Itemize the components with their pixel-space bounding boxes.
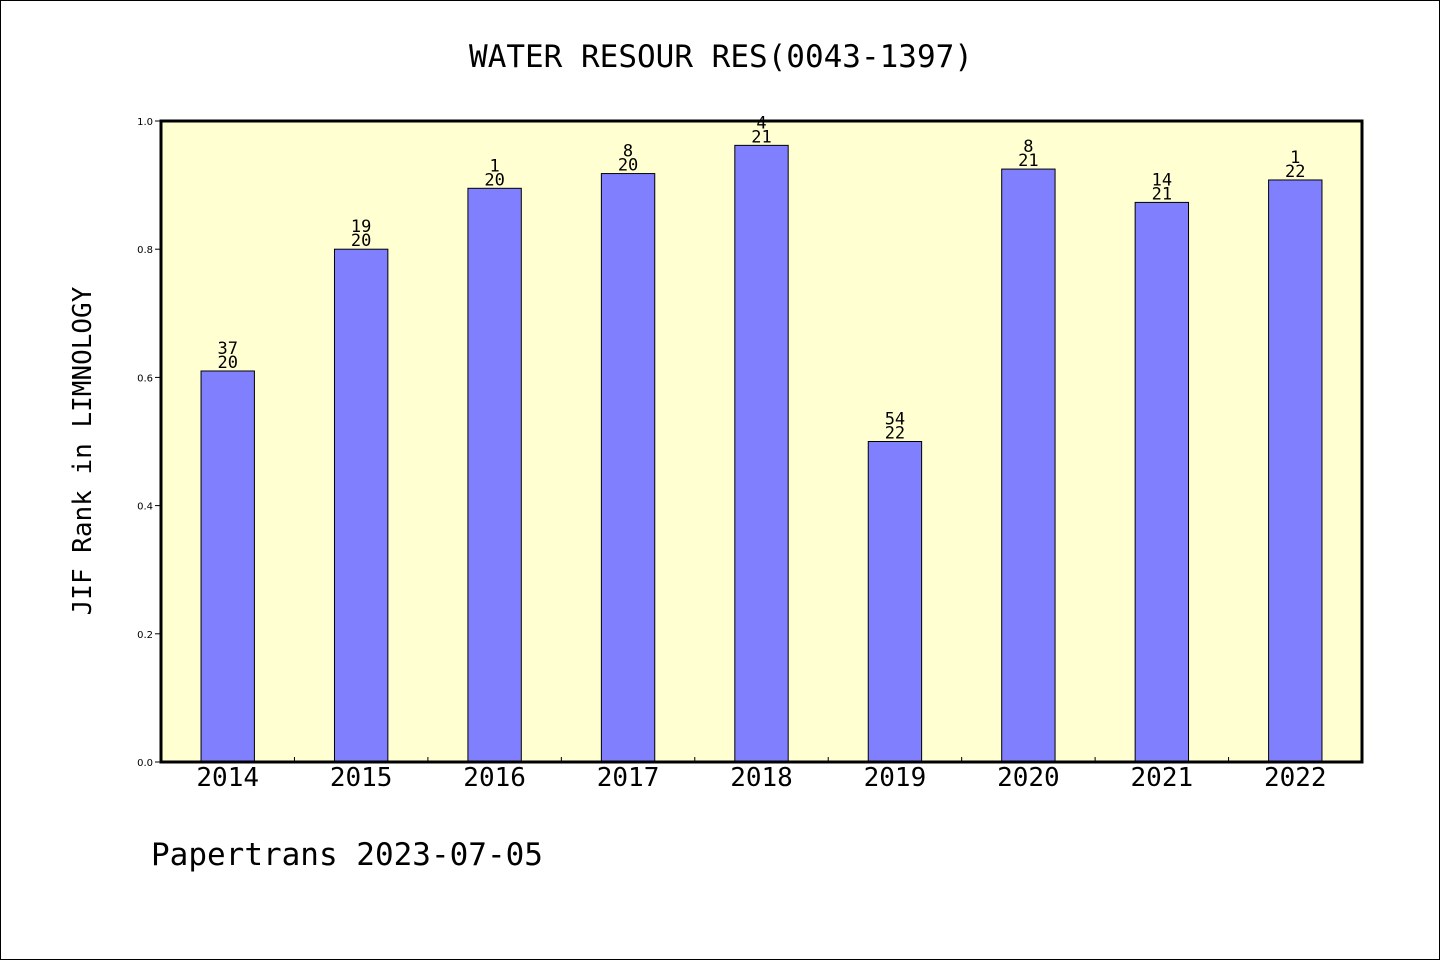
x-tick-label: 2022 (1264, 763, 1327, 793)
bar-label-top: 54 (885, 410, 905, 430)
bar-label-top: 1 (489, 156, 499, 176)
bar-label-bottom: 21 (1152, 184, 1172, 204)
bar-label-bottom: 20 (217, 353, 237, 373)
bar-label-bottom: 20 (351, 231, 371, 251)
bar (333, 248, 389, 763)
bar (867, 441, 923, 763)
x-tick-label: 2015 (330, 763, 393, 793)
bar (1134, 201, 1190, 763)
plot-frame (159, 119, 1364, 764)
y-tick-label: 0.4 (137, 502, 153, 513)
y-axis-label: JIF Rank in LIMNOLOGY (68, 286, 98, 615)
bar (467, 187, 522, 763)
bar-label-top: 8 (623, 142, 633, 162)
bar-label-bottom: 21 (1018, 151, 1038, 171)
bar-label-top: 37 (217, 339, 237, 359)
x-tick-label: 2020 (997, 763, 1060, 793)
bar (1001, 168, 1056, 763)
y-tick-label: 0.0 (137, 758, 153, 769)
x-tick-label: 2021 (1131, 763, 1194, 793)
x-tick-label: 2014 (196, 763, 259, 793)
footer-text: Papertrans 2023-07-05 (151, 837, 543, 873)
x-tick-label: 2019 (864, 763, 927, 793)
bar-label-top: 8 (1023, 137, 1033, 157)
bar-label-top: 14 (1152, 170, 1172, 190)
bar-label-top: 1 (1290, 148, 1300, 168)
x-tick-label: 2016 (463, 763, 526, 793)
bar (1268, 179, 1323, 763)
bar (200, 370, 255, 763)
y-tick-label: 0.2 (137, 630, 153, 641)
chart-marks: 0.00.20.40.60.81.03720201419202015120201… (137, 113, 1326, 793)
x-tick-label: 2017 (597, 763, 660, 793)
bar-label-bottom: 21 (751, 127, 771, 147)
y-tick-label: 1.0 (137, 117, 153, 128)
bar (600, 173, 656, 763)
y-tick-label: 0.8 (137, 245, 153, 256)
bar-label-top: 19 (351, 217, 371, 237)
bar-label-bottom: 20 (618, 156, 638, 176)
x-tick-label: 2018 (730, 763, 793, 793)
y-tick-label: 0.6 (137, 373, 153, 384)
bar (734, 144, 789, 763)
bar-label-bottom: 22 (1285, 162, 1305, 182)
bar-label-top: 4 (756, 113, 766, 133)
chart-title: WATER RESOUR RES(0043-1397) (469, 39, 973, 75)
bar-label-bottom: 20 (484, 170, 504, 190)
bar-label-bottom: 22 (885, 424, 905, 444)
